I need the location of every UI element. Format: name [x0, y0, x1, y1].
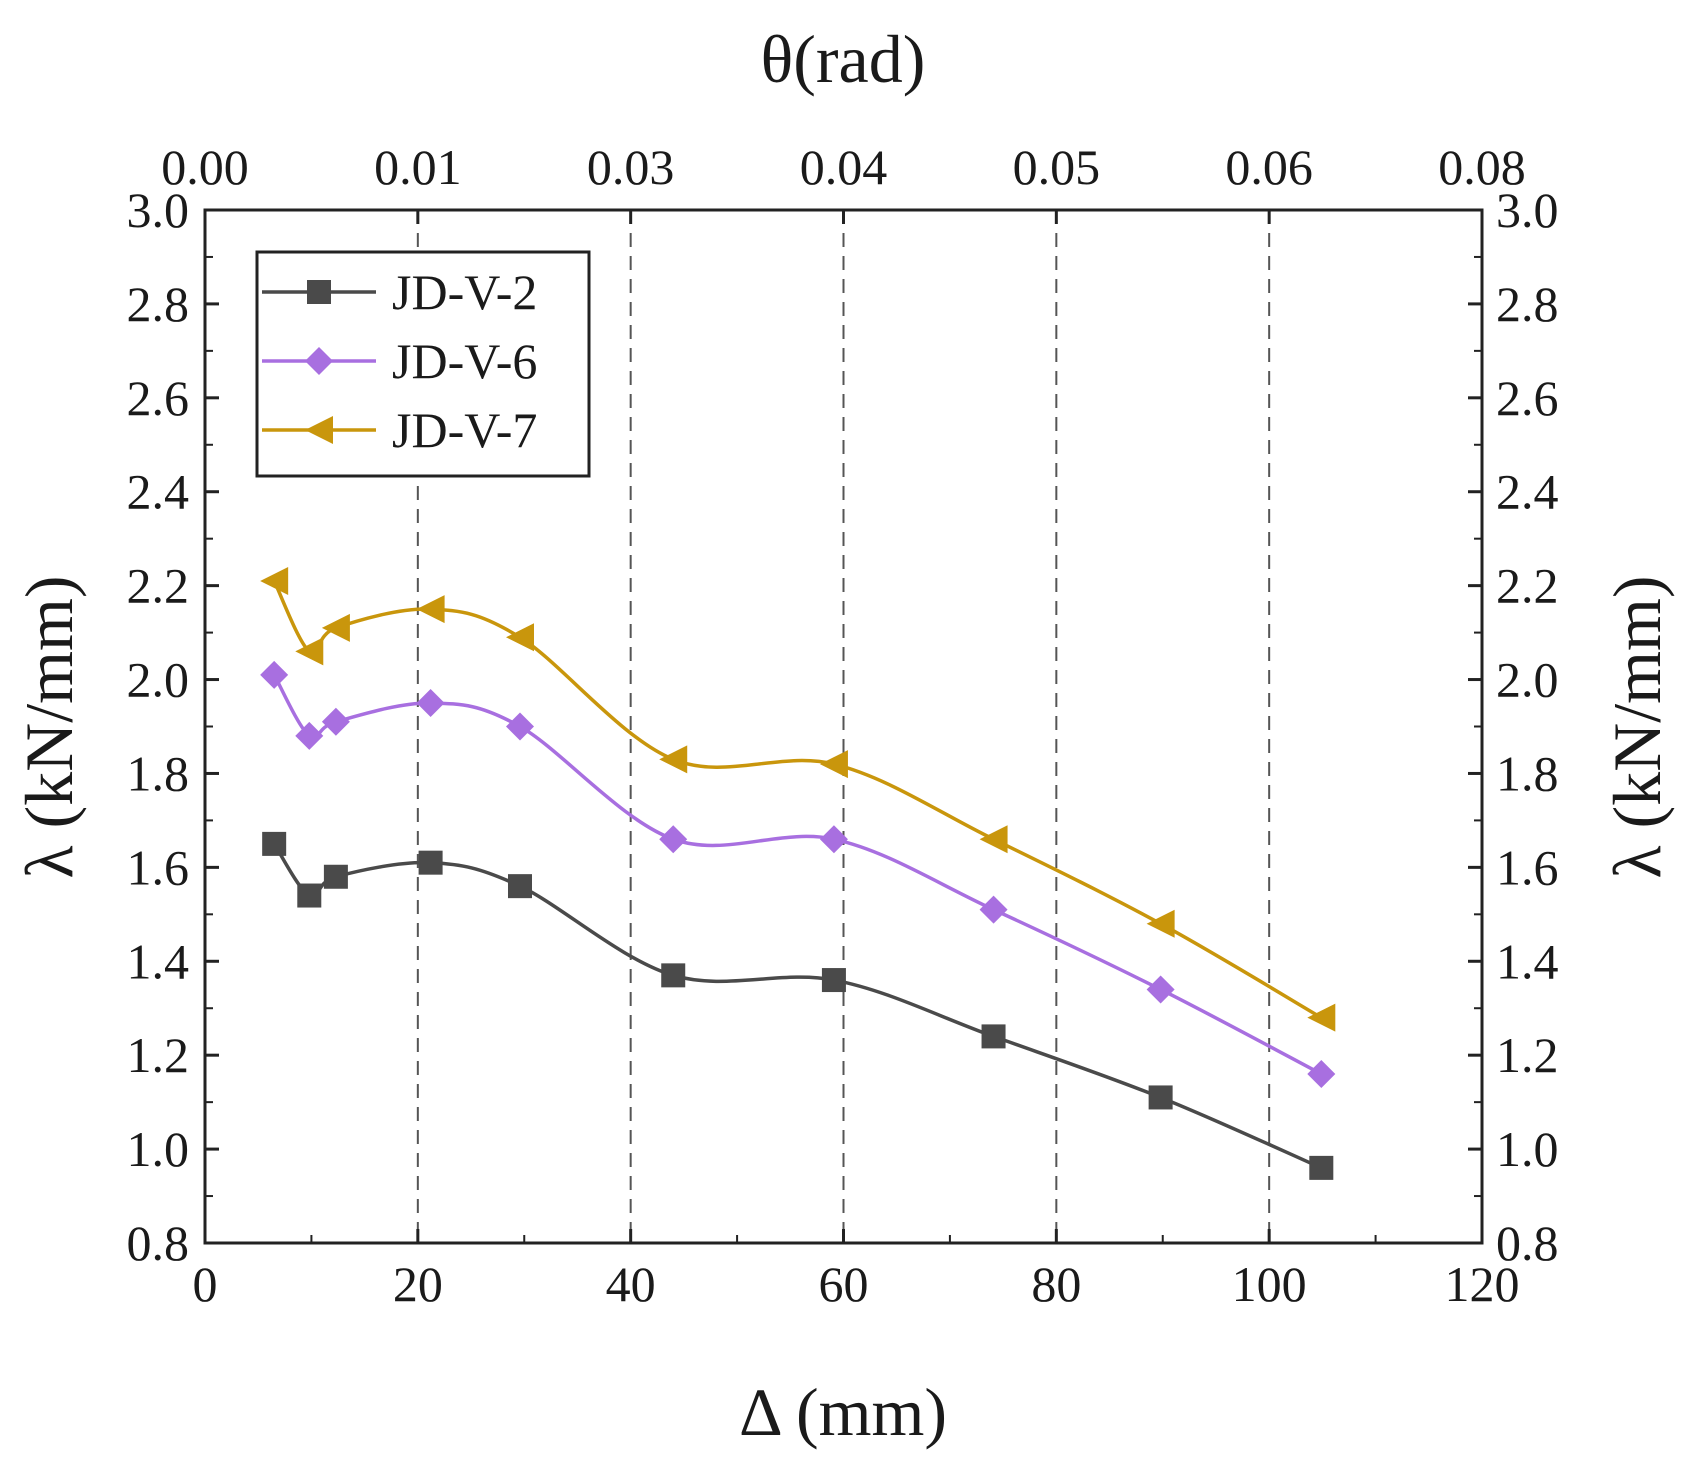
y-tick-label-5: 1.8	[127, 745, 190, 801]
y-axis-title-right: λ (kN/mm)	[1599, 575, 1675, 878]
series-JD-V-6	[260, 660, 1336, 1088]
y-tick-label-right-3: 1.4	[1496, 933, 1559, 989]
y-tick-label-2: 1.2	[127, 1027, 190, 1083]
data-point-JD-V-6-2	[321, 707, 350, 736]
legend-marker	[305, 416, 333, 444]
legend-item-JD-V-7: JD-V-7	[262, 402, 537, 458]
x2-tick-label-3: 0.04	[800, 139, 888, 195]
y-tick-label-right-5: 1.8	[1496, 745, 1559, 801]
x2-tick-label-4: 0.05	[1013, 139, 1101, 195]
data-point-JD-V-2-4	[507, 874, 532, 899]
x2-tick-label-0: 0.00	[161, 139, 249, 195]
y-tick-label-10: 2.8	[127, 276, 190, 332]
data-point-JD-V-6-7	[979, 895, 1008, 924]
y-tick-label-4: 1.6	[127, 839, 190, 895]
series-line-JD-V-2	[272, 842, 1323, 1170]
y-tick-label-right-6: 2.0	[1496, 652, 1559, 708]
x-tick-label-1: 20	[393, 1256, 443, 1312]
y-tick-label-right-1: 1.0	[1496, 1121, 1559, 1177]
x2-tick-label-1: 0.01	[374, 139, 462, 195]
data-point-JD-V-6-9	[1307, 1059, 1336, 1088]
series-line-JD-V-7	[272, 580, 1323, 1020]
y-tick-label-right-8: 2.4	[1496, 464, 1559, 520]
y-axis-title: λ (kN/mm)	[11, 575, 87, 878]
data-point-JD-V-2-8	[1148, 1085, 1173, 1110]
y-tick-label-3: 1.4	[127, 933, 190, 989]
x-tick-label-4: 80	[1031, 1256, 1081, 1312]
y-tick-label-0: 0.8	[127, 1215, 190, 1271]
axis-ticks: 0 20 40 60 80 100 120 0.00 0.01 0.03 0.04 0.05 0.06 0…	[127, 139, 1559, 1312]
x-tick-label-0: 0	[193, 1256, 218, 1312]
y-tick-label-1: 1.0	[127, 1121, 190, 1177]
legend-item-JD-V-2: JD-V-2	[262, 264, 537, 320]
data-point-JD-V-7-9	[1307, 1003, 1336, 1032]
data-point-JD-V-6-4	[505, 712, 534, 741]
data-point-JD-V-2-7	[981, 1024, 1006, 1049]
series-layer	[260, 566, 1336, 1180]
y-tick-label-right-10: 2.8	[1496, 276, 1559, 332]
data-point-JD-V-2-9	[1309, 1155, 1334, 1180]
data-point-JD-V-2-1	[297, 883, 322, 908]
x-axis-title: Δ (mm)	[739, 1374, 947, 1450]
data-point-JD-V-6-3	[416, 689, 445, 718]
x-tick-label-5: 100	[1232, 1256, 1307, 1312]
data-point-JD-V-7-5	[659, 745, 688, 774]
data-point-JD-V-6-1	[295, 721, 324, 750]
legend-marker	[307, 280, 331, 304]
legend-marker	[305, 347, 333, 375]
data-point-JD-V-7-8	[1146, 909, 1175, 938]
legend-label: JD-V-7	[392, 402, 537, 458]
y-tick-label-9: 2.6	[127, 370, 190, 426]
data-point-JD-V-6-5	[659, 825, 688, 854]
data-point-JD-V-2-5	[661, 963, 686, 988]
data-point-JD-V-7-3	[416, 595, 445, 624]
data-point-JD-V-7-0	[260, 566, 289, 595]
data-point-JD-V-7-4	[505, 623, 534, 652]
x-tick-label-2: 40	[606, 1256, 656, 1312]
series-JD-V-2	[262, 831, 1334, 1180]
x2-tick-label-5: 0.06	[1225, 139, 1313, 195]
data-point-JD-V-6-6	[819, 825, 848, 854]
data-point-JD-V-2-0	[262, 831, 287, 856]
data-point-JD-V-7-6	[819, 750, 848, 779]
data-point-JD-V-6-0	[260, 660, 289, 689]
y-tick-label-right-7: 2.2	[1496, 558, 1559, 614]
y-tick-label-11: 3.0	[127, 182, 190, 238]
legend: JD-V-2 JD-V-6 JD-V-7	[255, 250, 591, 478]
y-tick-label-right-4: 1.6	[1496, 839, 1559, 895]
legend-item-JD-V-6: JD-V-6	[262, 333, 537, 389]
x-tick-label-6: 120	[1445, 1256, 1520, 1312]
legend-label: JD-V-2	[392, 264, 537, 320]
data-point-JD-V-7-2	[321, 613, 350, 642]
y-tick-label-6: 2.0	[127, 652, 190, 708]
y-tick-label-right-0: 0.8	[1496, 1215, 1559, 1271]
y-tick-label-8: 2.4	[127, 464, 190, 520]
y-tick-label-right-11: 3.0	[1496, 182, 1559, 238]
y-tick-label-right-2: 1.2	[1496, 1027, 1559, 1083]
data-point-JD-V-7-7	[979, 825, 1008, 854]
x-tick-label-3: 60	[819, 1256, 869, 1312]
legend-label: JD-V-6	[392, 333, 537, 389]
x2-tick-label-2: 0.03	[587, 139, 675, 195]
vertical-grid-lines	[416, 210, 1271, 1243]
series-JD-V-7	[260, 566, 1336, 1032]
data-point-JD-V-6-8	[1146, 975, 1175, 1004]
data-point-JD-V-2-6	[821, 968, 846, 993]
y-tick-label-right-9: 2.6	[1496, 370, 1559, 426]
data-point-JD-V-7-1	[295, 637, 324, 666]
x2-axis-title: θ(rad)	[761, 21, 926, 97]
data-point-JD-V-2-2	[323, 864, 348, 889]
y-tick-label-7: 2.2	[127, 558, 190, 614]
data-point-JD-V-2-3	[418, 850, 443, 875]
x2-tick-label-6: 0.08	[1438, 139, 1526, 195]
